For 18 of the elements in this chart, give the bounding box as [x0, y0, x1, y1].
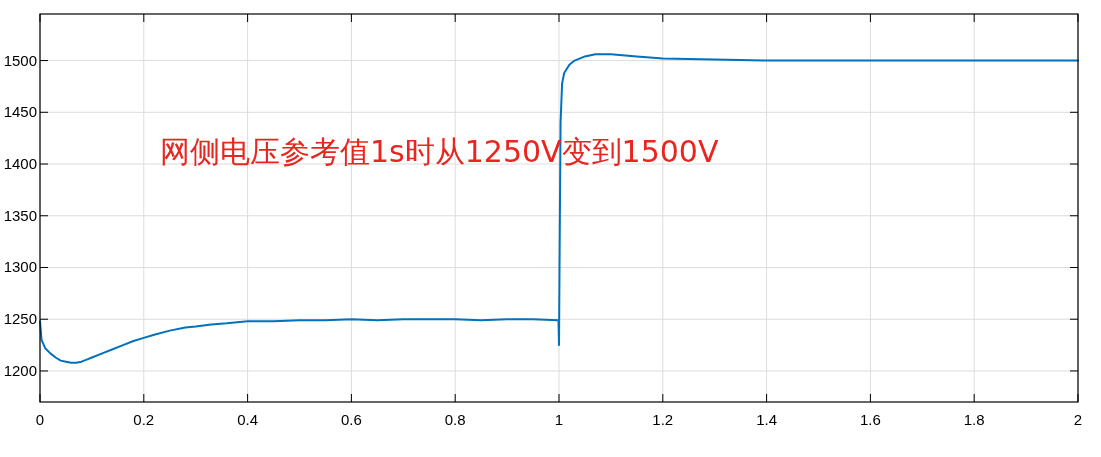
x-tick-label: 0.2 [133, 411, 155, 428]
y-tick-label: 1450 [3, 103, 37, 121]
x-tick-label: 0 [35, 411, 45, 428]
x-tick-label: 0.6 [340, 411, 362, 428]
x-tick-label: 1.6 [859, 411, 881, 428]
x-tick-label: 0.8 [444, 411, 466, 428]
y-tick-label: 1300 [3, 258, 37, 276]
y-tick-label: 1200 [3, 361, 37, 379]
y-tick-label: 1500 [3, 51, 37, 69]
y-tick-label: 1400 [3, 155, 37, 173]
x-tick-label: 1.4 [756, 411, 778, 428]
y-tick-label: 1250 [3, 310, 37, 328]
x-tick-label: 2 [1073, 411, 1083, 428]
x-tick-label: 1 [554, 411, 564, 428]
y-tick-label: 1350 [3, 206, 37, 224]
x-tick-label: 0.4 [237, 411, 259, 428]
x-tick-label: 1.8 [963, 411, 985, 428]
x-tick-label: 1.2 [652, 411, 674, 428]
